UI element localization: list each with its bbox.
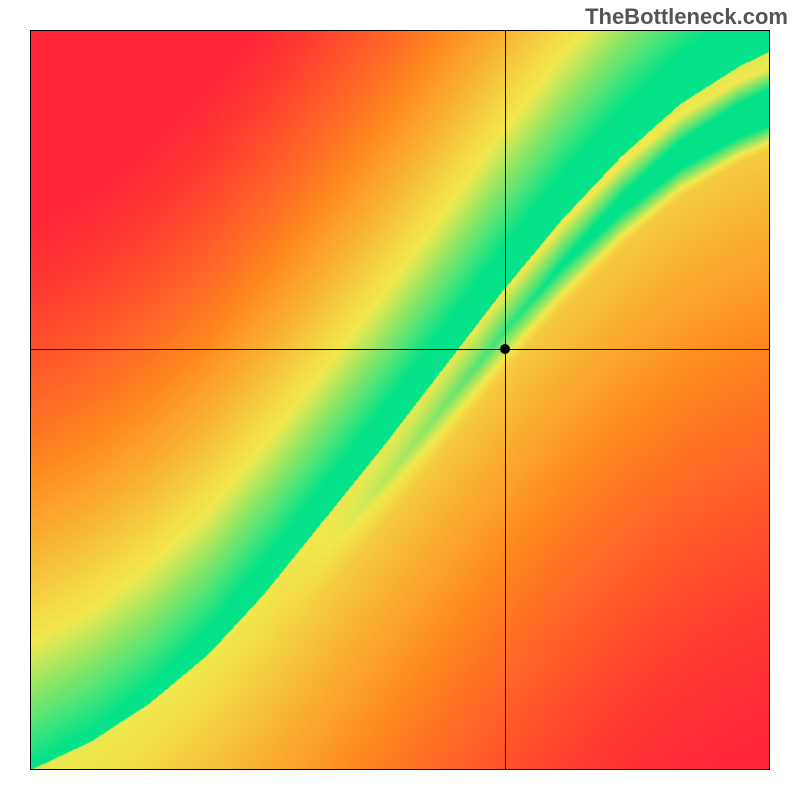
watermark-text: TheBottleneck.com (585, 4, 788, 30)
heatmap-canvas (31, 31, 769, 769)
selection-marker (500, 344, 510, 354)
crosshair-vertical (505, 31, 506, 769)
bottleneck-heatmap (30, 30, 770, 770)
crosshair-horizontal (31, 349, 769, 350)
